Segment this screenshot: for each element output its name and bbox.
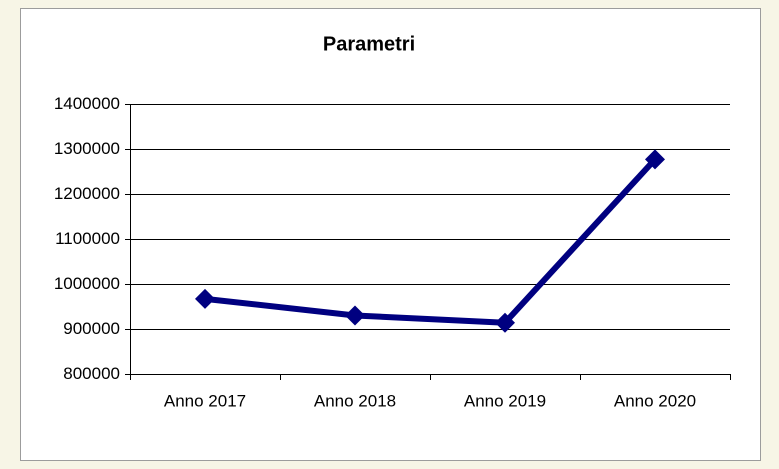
- x-tick-label: Anno 2018: [314, 391, 396, 410]
- y-tick-label: 1400000: [54, 94, 120, 113]
- y-tick-label: 1200000: [54, 184, 120, 203]
- marker: [195, 288, 215, 309]
- chart-title: Parametri: [323, 33, 415, 55]
- x-tick-label: Anno 2020: [614, 391, 696, 410]
- x-tick-label: Anno 2017: [164, 391, 246, 410]
- y-tick-label: 1300000: [54, 139, 120, 158]
- marker: [345, 305, 365, 326]
- x-tick-label: Anno 2019: [464, 391, 546, 410]
- chart-area: [20, 8, 761, 461]
- marker: [495, 312, 515, 333]
- y-tick-label: 800000: [63, 364, 120, 383]
- line: [204, 157, 658, 326]
- y-tick-label: 1000000: [54, 274, 120, 293]
- y-tick-label: 900000: [63, 319, 120, 338]
- marker: [645, 149, 665, 170]
- y-tick-label: 1100000: [55, 229, 120, 248]
